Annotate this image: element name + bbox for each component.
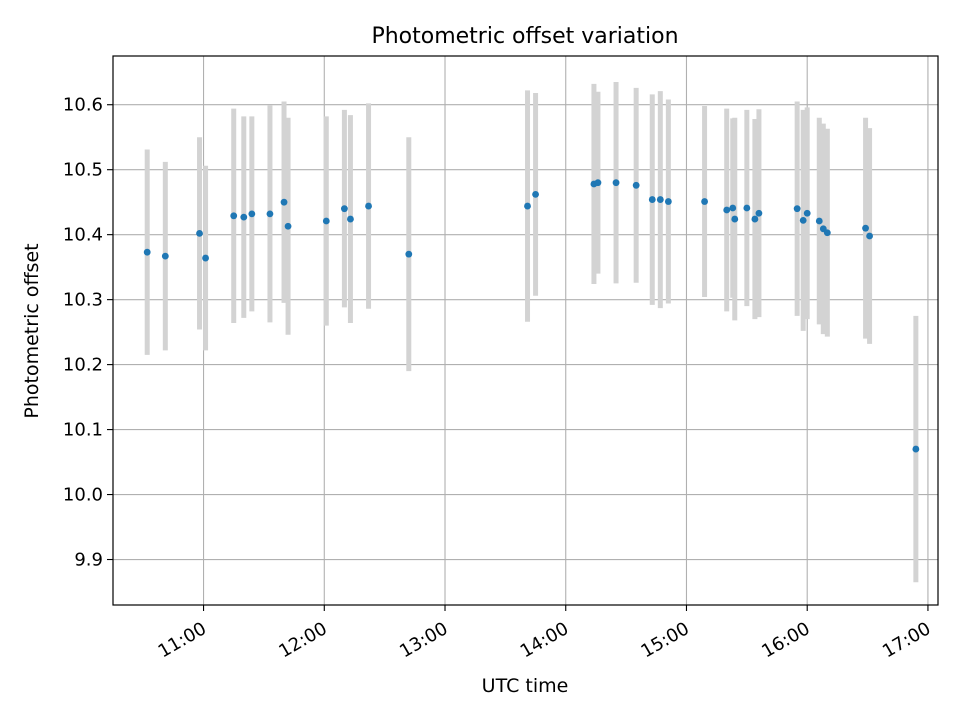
data-point [823,229,831,237]
data-point [143,248,151,256]
y-tick-label: 10.0 [63,485,103,506]
data-point [815,217,823,225]
y-tick-label: 10.2 [63,355,103,376]
data-point [648,196,656,203]
y-tick-label: 10.3 [63,290,103,311]
data-point [347,215,354,223]
data-point [322,217,330,225]
y-tick-label: 10.5 [63,160,103,181]
data-point [866,232,873,240]
data-point [594,179,602,187]
data-point [405,250,413,258]
y-tick-label: 10.1 [63,420,103,441]
data-point [196,229,203,237]
x-tick-label: 15:00 [638,618,693,662]
x-tick-label: 14:00 [517,618,572,662]
data-point [803,209,811,217]
data-point [701,198,708,205]
data-point [751,215,759,223]
data-point [729,204,737,212]
data-point [731,215,739,223]
data-point [723,206,731,214]
data-point [248,210,256,218]
data-point [656,196,664,203]
plot-frame [112,55,939,606]
data-point [912,445,920,453]
data-point [664,198,672,205]
data-point [755,209,763,217]
data-point [632,181,640,189]
x-tick-label: 12:00 [275,618,330,662]
data-points [143,179,920,453]
data-point [793,205,801,213]
y-tick-label: 9.9 [74,550,103,571]
data-point [230,212,238,220]
data-point [161,252,169,260]
data-point [365,202,372,210]
x-tick-label: 13:00 [396,618,451,662]
y-tick-label: 10.6 [63,95,103,116]
data-point [532,190,539,198]
chart-title: Photometric offset variation [371,24,678,49]
data-point [743,204,751,212]
data-point [524,202,531,210]
data-point [240,213,248,221]
x-axis-label: UTC time [482,675,569,697]
error-bars [144,81,919,583]
data-point [612,179,620,187]
data-point [799,216,807,224]
data-point [280,198,288,206]
y-axis-label: Photometric offset [21,243,43,418]
data-point [284,222,292,230]
data-point [341,205,348,213]
x-tick-label: 17:00 [879,618,934,662]
x-tick-label: 16:00 [758,618,813,662]
x-tick-label: 11:00 [155,618,210,662]
data-point [862,224,869,232]
data-point [202,254,209,262]
y-tick-label: 10.4 [63,225,103,246]
data-point [266,210,274,218]
